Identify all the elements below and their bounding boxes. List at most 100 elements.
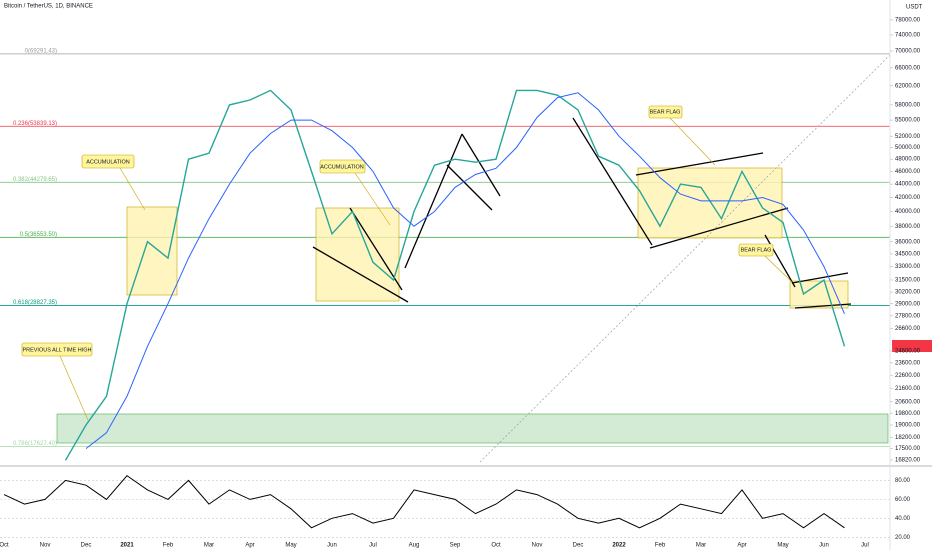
- x-tick-label: Mar: [696, 543, 706, 549]
- fib-label: 0.236(53839.13): [13, 121, 57, 127]
- y-tick-label: 42000.00: [895, 195, 921, 201]
- annotation: ACCUMULATION: [86, 159, 130, 165]
- y2-tick-label: 60.00: [895, 497, 911, 503]
- y-tick-label: 34500.00: [895, 251, 921, 257]
- y-tick-label: 26600.00: [895, 326, 921, 332]
- annotation: ACCUMULATION: [320, 164, 364, 170]
- callout-pointer: [669, 117, 716, 166]
- y-tick-label: 19800.00: [895, 411, 921, 417]
- y-tick-label: 40000.00: [895, 209, 921, 215]
- y-tick-label: 66000.00: [895, 65, 921, 71]
- y-tick-label: 58000.00: [895, 102, 921, 108]
- x-tick-label: May: [777, 543, 788, 549]
- fib-label: 0.786(17627.40): [13, 441, 57, 447]
- callout-pointer: [354, 172, 391, 226]
- y-tick-label: 21600.00: [895, 386, 921, 392]
- price-line: [64, 89, 846, 461]
- y-tick-label: 78000.00: [895, 17, 921, 23]
- trend-line: [461, 133, 501, 197]
- fib-label: 0(69291.43): [25, 48, 57, 54]
- y-tick-label: 18200.00: [895, 435, 921, 441]
- trend-line: [572, 117, 653, 246]
- support-zone: [56, 413, 889, 444]
- annotation: BEAR FLAG: [650, 109, 681, 115]
- fib-label: 0.618(28827.35): [13, 300, 57, 306]
- y-tick-label: 46000.00: [895, 169, 921, 175]
- y-tick-label: 23600.00: [895, 360, 921, 366]
- callout-pointer: [119, 167, 146, 211]
- x-tick-label: Oct: [0, 543, 9, 549]
- trend-lines: [312, 117, 852, 309]
- x-tick-label: 2022: [612, 543, 626, 549]
- callout-box: [648, 105, 683, 119]
- x-tick-label: Oct: [491, 543, 501, 549]
- price-line: [85, 92, 845, 449]
- x-tick-label: 2021: [120, 543, 134, 549]
- trend-line: [791, 272, 849, 284]
- fib-label: 0.382(44279.65): [13, 177, 57, 183]
- y-tick-label: 55000.00: [895, 118, 921, 124]
- y-tick-label: 33000.00: [895, 264, 921, 270]
- fib-label: 0.5(36553.50): [20, 232, 57, 238]
- trend-line: [635, 152, 764, 176]
- x-tick-label: May: [285, 543, 296, 549]
- chart-title: Bitcoin / TetherUS, 1D, BINANCE: [4, 4, 93, 10]
- x-tick-label: Apr: [737, 543, 746, 549]
- last-price-tag: [892, 340, 932, 352]
- callout-box: [81, 154, 135, 169]
- currency-label: USDT: [906, 5, 923, 11]
- y-tick-label: 16820.00: [895, 458, 921, 464]
- x-tick-label: Jun: [327, 543, 337, 549]
- callout-box: [21, 342, 93, 357]
- x-tick-label: Dec: [573, 543, 584, 549]
- callout-pointer: [59, 355, 89, 421]
- x-tick-label: Mar: [204, 543, 214, 549]
- annotation: BEAR FLAG: [741, 247, 772, 253]
- y-tick-label: 74000.00: [895, 33, 921, 39]
- y-tick-label: 62000.00: [895, 83, 921, 89]
- x-tick-label: Aug: [409, 543, 420, 549]
- callouts: [21, 105, 793, 421]
- x-tick-label: Apr: [245, 543, 254, 549]
- y2-tick-label: 80.00: [895, 478, 911, 484]
- y-tick-label: 27800.00: [895, 313, 921, 319]
- y-tick-label: 50000.00: [895, 145, 921, 151]
- trend-line-dashed: [479, 54, 891, 463]
- y2-tick-label: 20.00: [895, 535, 911, 541]
- range-box: [789, 280, 849, 309]
- trend-line: [794, 303, 852, 309]
- callout-box: [319, 159, 366, 174]
- y-tick-label: 70000.00: [895, 49, 921, 55]
- trend-line: [404, 133, 463, 269]
- y-tick-label: 17500.00: [895, 446, 921, 452]
- x-tick-label: Dec: [81, 543, 92, 549]
- x-tick-label: Nov: [40, 543, 51, 549]
- trend-line: [312, 246, 409, 303]
- trend-line: [764, 234, 796, 288]
- y-tick-label: 30200.00: [895, 290, 921, 296]
- x-tick-label: Jul: [861, 543, 869, 549]
- trend-line: [446, 164, 493, 211]
- y-tick-label: 19000.00: [895, 423, 921, 429]
- x-tick-label: Nov: [532, 543, 543, 549]
- y-tick-label: 31500.00: [895, 278, 921, 284]
- y-tick-label: 48000.00: [895, 157, 921, 163]
- x-tick-label: Sep: [450, 543, 461, 549]
- trend-line: [349, 207, 403, 291]
- y-tick-label: 29000.00: [895, 301, 921, 307]
- y-tick-label: 44000.00: [895, 182, 921, 188]
- x-tick-label: Feb: [163, 543, 174, 549]
- y-tick-label: 20600.00: [895, 399, 921, 405]
- y-tick-label: 38000.00: [895, 224, 921, 230]
- y-tick-label: 24600.00: [895, 348, 921, 354]
- y-tick-label: 22600.00: [895, 373, 921, 379]
- callout-box: [738, 243, 774, 257]
- x-tick-label: Jul: [369, 543, 377, 549]
- y-tick-label: 36000.00: [895, 239, 921, 245]
- annotation: PREVIOUS ALL TIME HIGH: [22, 347, 91, 353]
- x-tick-label: Jun: [819, 543, 829, 549]
- callout-pointer: [764, 255, 793, 283]
- trend-line: [649, 207, 789, 249]
- x-tick-label: Feb: [655, 543, 666, 549]
